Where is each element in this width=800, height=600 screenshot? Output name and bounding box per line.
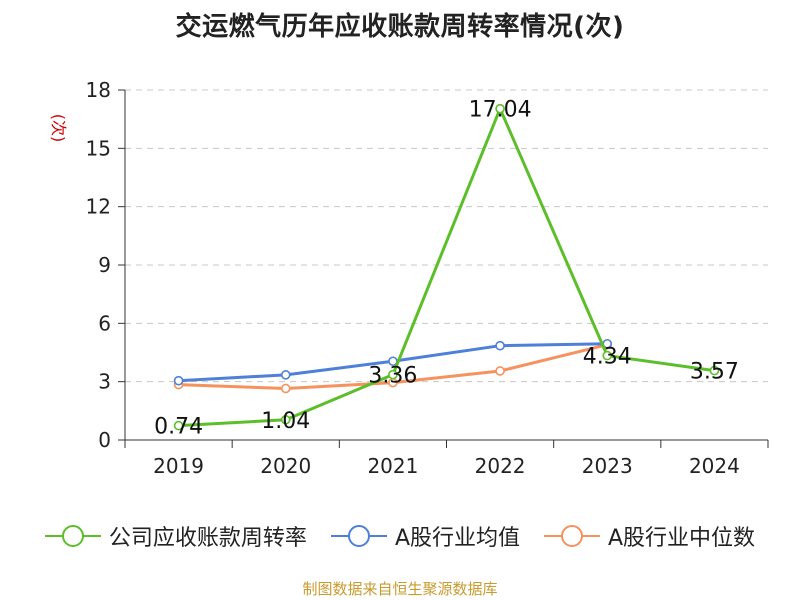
legend-item-company[interactable]: 公司应收账款周转率: [44, 520, 307, 552]
y-tick-label: 3: [98, 370, 111, 394]
y-tick-label: 0: [98, 428, 111, 452]
series-point-0: [388, 369, 398, 380]
legend-label-industry-median: A股行业中位数: [608, 526, 756, 551]
series-point-1: [495, 340, 505, 351]
data-label: 0.74: [154, 415, 203, 440]
y-tick-label: 15: [86, 136, 111, 160]
x-tick-label: 2019: [153, 454, 204, 478]
series-point-1: [173, 375, 184, 386]
legend: 公司应收账款周转率 A股行业均值 A股行业中位数: [0, 520, 800, 552]
legend-item-industry-median[interactable]: A股行业中位数: [544, 520, 755, 552]
y-tick-label: 18: [86, 78, 111, 102]
legend-label-company: 公司应收账款周转率: [108, 526, 307, 551]
legend-label-industry-mean: A股行业均值: [394, 526, 520, 551]
y-tick-label: 9: [98, 253, 111, 277]
chart-title: 交运燃气历年应收账款周转率情况(次): [175, 12, 625, 42]
x-tick-label: 2024: [689, 454, 740, 478]
legend-swatch-industry-median: [544, 525, 600, 547]
x-tick-label: 2021: [367, 454, 418, 478]
data-label: 4.34: [583, 345, 632, 370]
source-note: 制图数据来自恒生聚源数据库: [302, 580, 498, 598]
data-label: 1.04: [261, 409, 310, 434]
data-label: 3.36: [368, 364, 417, 389]
series-point-0: [173, 420, 184, 431]
y-tick-label: 6: [98, 311, 111, 335]
data-label: 17.04: [469, 98, 532, 123]
x-tick-label: 2020: [260, 454, 311, 478]
x-tick-label: 2023: [582, 454, 633, 478]
legend-swatch-company: [44, 525, 101, 547]
series-point-1: [280, 370, 291, 380]
legend-item-industry-mean[interactable]: A股行业均值: [330, 520, 520, 552]
series-line-0: [178, 107, 715, 428]
x-tick-label: 2022: [475, 454, 526, 478]
series-point-0: [602, 350, 613, 361]
series-point-2: [280, 383, 291, 394]
series-point-0: [495, 103, 505, 114]
data-label: 3.57: [690, 360, 739, 385]
series-point-2: [495, 366, 505, 376]
series-point-0: [280, 414, 291, 425]
legend-swatch-industry-mean: [330, 525, 387, 547]
series-point-0: [709, 365, 720, 376]
y-tick-label: 12: [86, 195, 111, 219]
